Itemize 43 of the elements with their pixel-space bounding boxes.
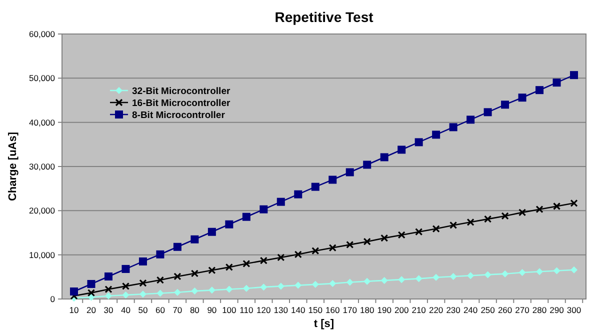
- x-tick-label: 180: [360, 305, 374, 315]
- x-tick-label: 10: [69, 305, 79, 315]
- legend-label: 8-Bit Microcontroller: [132, 110, 226, 121]
- x-tick-label: 70: [172, 305, 182, 315]
- chart-title: Repetitive Test: [274, 9, 374, 25]
- x-tick-label: 210: [412, 305, 426, 315]
- x-tick-label: 190: [377, 305, 392, 315]
- x-tick-label: 40: [120, 305, 131, 315]
- x-tick-label: 230: [446, 305, 461, 315]
- x-tick-label: 270: [515, 305, 530, 315]
- x-tick-label: 80: [190, 305, 200, 315]
- x-tick-label: 280: [532, 305, 547, 315]
- x-tick-label: 140: [291, 305, 306, 315]
- y-tick-label: 50,000: [29, 73, 56, 84]
- x-tick-label: 20: [86, 305, 96, 315]
- x-tick-label: 200: [394, 305, 409, 315]
- y-tick-label: 10,000: [29, 250, 56, 260]
- y-tick-label: 20,000: [29, 206, 56, 216]
- x-tick-label: 100: [222, 305, 237, 315]
- y-axis-title: Charge [uAs]: [7, 132, 19, 202]
- legend-label: 16-Bit Microcontroller: [132, 98, 230, 109]
- x-tick-label: 240: [463, 305, 478, 315]
- y-tick-label: 30,000: [29, 161, 56, 172]
- x-tick-label: 120: [256, 305, 272, 315]
- x-tick-label: 220: [428, 305, 444, 315]
- x-tick-label: 150: [308, 305, 323, 315]
- x-tick-label: 260: [498, 305, 512, 315]
- x-tick-label: 250: [480, 305, 496, 315]
- x-tick-label: 170: [342, 305, 358, 315]
- legend-label: 32-Bit Microcontroller: [132, 86, 230, 97]
- y-tick-label: 0: [50, 294, 56, 304]
- x-tick-label: 130: [274, 305, 288, 315]
- x-tick-label: 90: [207, 305, 217, 315]
- y-tick-label: 40,000: [29, 117, 56, 128]
- x-tick-label: 160: [326, 305, 340, 315]
- x-tick-label: 110: [240, 305, 254, 315]
- y-tick-label: 60,000: [29, 28, 56, 39]
- x-tick-label: 300: [566, 305, 582, 315]
- x-tick-label: 50: [138, 305, 148, 315]
- x-axis-title: t [s]: [314, 318, 334, 330]
- x-tick-label: 60: [155, 305, 166, 315]
- x-tick-label: 30: [104, 305, 114, 315]
- x-tick-label: 290: [550, 305, 564, 315]
